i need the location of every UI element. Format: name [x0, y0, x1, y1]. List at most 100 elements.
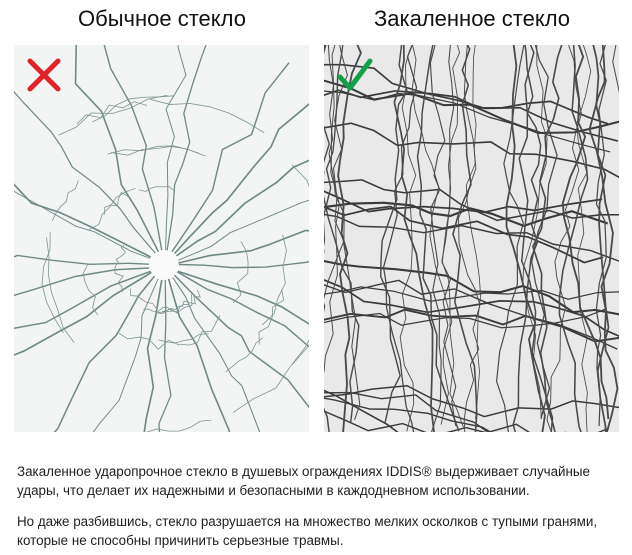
crack-line — [177, 199, 309, 261]
crack-line — [324, 308, 607, 329]
crack-line — [14, 270, 151, 329]
crack-line — [53, 275, 155, 432]
crack-line — [143, 306, 173, 313]
crack-line — [324, 90, 611, 153]
crack-line — [561, 45, 610, 420]
crack-line — [139, 185, 175, 192]
crack-line — [14, 90, 156, 254]
crack-line — [324, 45, 348, 300]
crack-line — [103, 45, 163, 251]
crack-line — [558, 45, 589, 432]
crack-line — [225, 337, 264, 373]
crack-line — [87, 187, 136, 231]
crack-line — [291, 164, 309, 188]
crack-line — [74, 45, 160, 253]
crack-line — [179, 315, 221, 346]
crack-line — [178, 229, 309, 264]
crack-line — [546, 45, 582, 432]
crack-line — [324, 279, 619, 338]
crack-line — [115, 245, 126, 263]
crack-line — [588, 45, 619, 432]
check-icon — [337, 58, 373, 91]
crack-line — [441, 45, 457, 426]
crack-line — [172, 277, 261, 432]
crack-line — [324, 45, 344, 247]
crack-line — [82, 264, 99, 316]
crack-line — [14, 254, 150, 265]
tempered-glass-title: Закаленное стекло — [373, 6, 571, 31]
crack-line — [324, 308, 619, 343]
crack-line — [157, 305, 184, 315]
crack-line — [576, 45, 592, 432]
crack-line — [291, 343, 309, 366]
crack-line — [441, 45, 465, 429]
crack-line — [129, 288, 158, 310]
crack-line — [166, 45, 207, 251]
crack-line — [14, 271, 152, 356]
crack-line — [324, 45, 360, 423]
crack-line — [465, 45, 482, 419]
crack-line — [595, 45, 607, 426]
crack-line — [416, 45, 460, 432]
crack-line — [324, 179, 619, 222]
crack-line — [104, 191, 131, 215]
crack-line — [324, 201, 609, 228]
crack-line — [324, 122, 619, 179]
ordinary-glass-photo — [14, 45, 309, 432]
crack-line — [324, 389, 399, 432]
crack-line — [176, 271, 309, 348]
crack-line — [178, 260, 309, 269]
crack-line — [337, 45, 362, 432]
crack-line — [505, 45, 546, 432]
crack-line — [150, 98, 265, 134]
crack-line — [522, 45, 548, 420]
crack-line — [327, 45, 361, 421]
crack-line — [379, 45, 408, 423]
crack-line — [232, 241, 249, 304]
crack-line — [46, 237, 75, 343]
crack-line — [324, 45, 340, 373]
crack-line — [512, 45, 542, 432]
shattered-tempered-glass-image — [324, 45, 619, 432]
tempered-glass-photo — [324, 45, 619, 432]
crack-line — [41, 232, 64, 334]
crack-line — [324, 213, 619, 262]
cross-icon — [27, 58, 61, 92]
crack-line — [324, 391, 610, 432]
crack-line — [114, 263, 124, 293]
cracked-glass-image — [14, 45, 309, 432]
crack-line — [175, 159, 309, 257]
crack-line — [411, 45, 453, 425]
crack-line — [143, 279, 163, 432]
crack-line — [158, 279, 172, 432]
crack-line — [324, 384, 619, 418]
crack-line — [58, 94, 168, 136]
crack-line — [107, 145, 206, 157]
crack-line — [452, 45, 478, 432]
crack-line — [258, 289, 285, 345]
crack-line — [165, 45, 187, 251]
crack-line — [174, 274, 309, 409]
crack-line — [51, 180, 79, 221]
crack-line — [174, 103, 309, 255]
ordinary-glass-title: Обычное стекло — [78, 6, 246, 31]
crack-line — [324, 279, 618, 350]
description-paragraph-2: Но даже разбившись, стекло разрушается н… — [17, 514, 598, 548]
crack-line — [495, 45, 525, 432]
crack-line — [14, 267, 150, 297]
crack-line — [182, 289, 201, 306]
crack-line — [145, 419, 212, 432]
description-paragraph-1: Закаленное ударопрочное стекло в душевых… — [17, 464, 591, 498]
crack-line — [458, 45, 481, 432]
crack-line — [167, 278, 231, 432]
crack-line — [324, 397, 492, 432]
crack-line — [532, 45, 563, 432]
crack-line — [92, 278, 159, 432]
crack-line — [518, 45, 554, 432]
crack-line — [14, 190, 151, 259]
crack-line — [382, 45, 418, 432]
crack-line — [393, 45, 435, 432]
crack-line — [232, 339, 309, 413]
crack-line — [156, 294, 193, 314]
crack-line — [261, 234, 287, 326]
